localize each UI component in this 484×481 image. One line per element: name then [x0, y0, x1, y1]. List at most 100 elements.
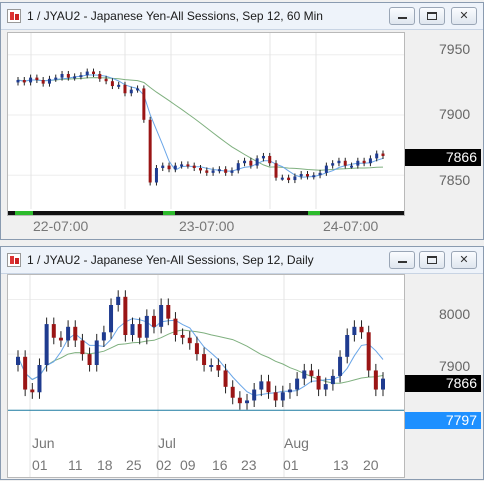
sma-fast-line	[17, 318, 384, 397]
candle-body	[330, 375, 335, 385]
window-titlebar[interactable]: 1 / JYAU2 - Japanese Yen-All Sessions, S…	[1, 247, 483, 274]
candle-body	[366, 332, 371, 371]
candle-body	[173, 165, 177, 170]
candle-body	[87, 354, 92, 365]
day-label: 01	[32, 457, 48, 473]
x-tick-label: 24-07:00	[323, 218, 379, 234]
candle-body	[381, 153, 385, 156]
candle-body	[47, 78, 51, 84]
candle-body	[16, 356, 20, 365]
candle-body	[85, 71, 89, 76]
candle-body	[116, 296, 121, 305]
candle-body	[154, 168, 158, 183]
candle-body	[280, 177, 284, 180]
maximize-button[interactable]	[419, 7, 445, 25]
candle-body	[331, 163, 335, 166]
candle-body	[368, 158, 372, 164]
candle-body	[312, 175, 316, 178]
candle-body	[142, 88, 146, 120]
candle-body	[35, 77, 39, 81]
month-label: Jun	[32, 435, 55, 451]
candle-body	[350, 165, 354, 168]
candle-body	[16, 80, 20, 83]
candle-body	[237, 397, 242, 404]
close-icon	[452, 8, 476, 24]
candle-body	[259, 381, 264, 390]
day-label: 20	[363, 457, 379, 473]
candle-body	[309, 370, 314, 376]
chart-window-daily: 1 / JYAU2 - Japanese Yen-All Sessions, S…	[0, 246, 484, 480]
candle-body	[273, 392, 278, 401]
candle-body	[261, 155, 265, 159]
candle-body	[60, 73, 64, 78]
candle-body	[255, 158, 259, 166]
x-tick-label: 22-07:00	[33, 218, 89, 234]
candle-body	[223, 370, 228, 387]
session-marker	[15, 211, 33, 215]
candle-body	[73, 76, 77, 79]
candle-body	[23, 356, 28, 390]
candle-body	[51, 324, 56, 338]
day-label: 23	[241, 457, 257, 473]
candle-body	[362, 160, 366, 164]
candle-body	[243, 160, 247, 164]
candle-body	[245, 400, 250, 404]
candle-body	[211, 170, 215, 173]
candle-body	[287, 177, 291, 181]
candle-body	[192, 165, 196, 169]
candle-body	[293, 176, 297, 181]
candle-body	[94, 340, 99, 365]
month-label: Jul	[158, 435, 176, 451]
maximize-button[interactable]	[419, 251, 445, 269]
minimize-button[interactable]	[389, 251, 415, 269]
maximize-icon	[420, 8, 444, 24]
candle-body	[22, 80, 26, 83]
candle-body	[186, 164, 190, 167]
candle-body	[323, 384, 328, 390]
price-axis: 8000 7900 7866 7797	[405, 274, 483, 478]
candle-body	[266, 381, 271, 393]
chart-window-60min: 1 / JYAU2 - Japanese Yen-All Sessions, S…	[0, 2, 484, 240]
candle-body	[305, 174, 309, 177]
session-bar	[8, 211, 404, 215]
y-tick-label: 7900	[439, 106, 471, 122]
minimize-icon	[390, 252, 414, 268]
close-button[interactable]	[451, 251, 477, 269]
candle-body	[280, 392, 285, 401]
candle-body	[30, 389, 35, 393]
candle-body	[356, 160, 360, 166]
minimize-button[interactable]	[389, 7, 415, 25]
price-plot-area[interactable]	[7, 32, 405, 216]
candle-body	[295, 378, 300, 390]
candle-body	[318, 172, 322, 176]
candle-body	[101, 332, 106, 341]
candle-body	[194, 343, 199, 355]
close-button[interactable]	[451, 7, 477, 25]
price-axis: 7950 7900 7850 7866	[405, 32, 483, 216]
sma-slow-line	[17, 329, 384, 384]
candle-body	[41, 80, 45, 84]
y-tick-label: 7950	[439, 41, 471, 57]
candle-body	[80, 340, 85, 355]
candle-body	[337, 160, 341, 164]
candle-body	[109, 305, 114, 333]
day-label: 25	[126, 457, 142, 473]
price-plot-area[interactable]: Jun Jul Aug 01 11 18 25 02 09 16 23 01 1…	[7, 274, 405, 478]
candle-body	[249, 160, 253, 166]
candle-body	[54, 77, 58, 80]
candle-body	[37, 365, 42, 393]
day-label: 13	[333, 457, 349, 473]
candle-body	[166, 305, 171, 319]
candle-body	[373, 370, 378, 390]
candle-body	[316, 375, 321, 390]
candle-body	[167, 165, 171, 170]
candle-body	[375, 153, 379, 159]
window-titlebar[interactable]: 1 / JYAU2 - Japanese Yen-All Sessions, S…	[1, 3, 483, 30]
candle-body	[136, 88, 140, 91]
candle-body	[224, 169, 228, 173]
candle-body	[202, 354, 207, 365]
candle-body	[98, 73, 102, 79]
last-price-tag: 7866	[405, 149, 481, 166]
sma-slow-line	[17, 77, 384, 171]
candle-body	[359, 326, 364, 333]
